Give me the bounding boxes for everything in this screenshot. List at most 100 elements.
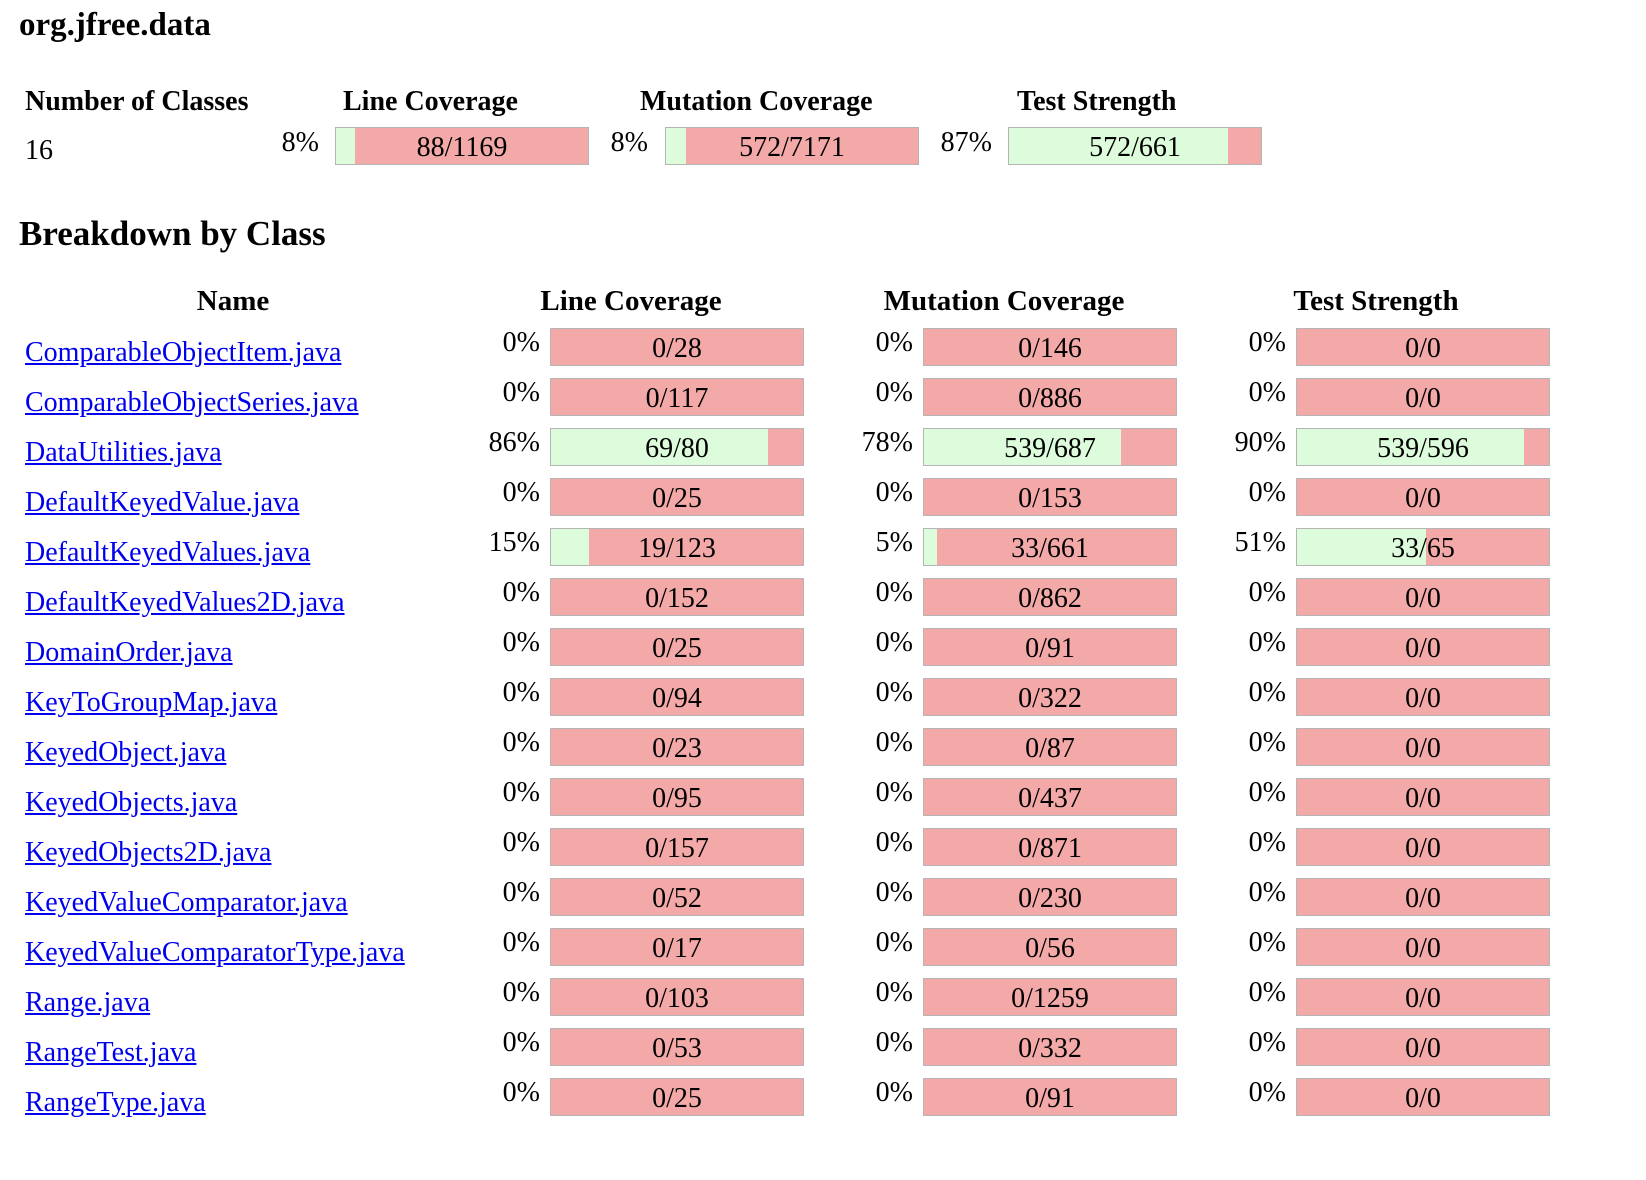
line-ratio: 0/157 — [645, 833, 709, 864]
line-ratio: 0/95 — [652, 783, 702, 814]
line-coverage-bar: 0/52 — [550, 878, 804, 916]
mutation-ratio: 0/332 — [1018, 1033, 1082, 1064]
strength-percent: 0% — [1248, 1077, 1286, 1108]
strength-percent: 0% — [1248, 327, 1286, 358]
class-link[interactable]: DefaultKeyedValue.java — [25, 487, 300, 518]
mutation-percent: 0% — [875, 927, 913, 958]
mutation-ratio: 0/91 — [1025, 633, 1075, 664]
strength-percent: 0% — [1248, 827, 1286, 858]
strength-percent: 0% — [1248, 877, 1286, 908]
class-link[interactable]: KeyedObjects2D.java — [25, 837, 272, 868]
strength-coverage-bar: 0/0 — [1296, 478, 1550, 516]
strength-coverage-bar: 0/0 — [1296, 328, 1550, 366]
mutation-percent: 0% — [875, 327, 913, 358]
mutation-percent: 0% — [875, 1027, 913, 1058]
line-coverage-bar: 0/157 — [550, 828, 804, 866]
summary-strength-bar: 572/661 — [1008, 127, 1262, 165]
strength-coverage-bar: 0/0 — [1296, 378, 1550, 416]
class-link[interactable]: RangeTest.java — [25, 1037, 197, 1068]
column-header-mutation: Mutation Coverage — [883, 285, 1125, 317]
table-row: DomainOrder.java 0% 0/25 0% 0/91 0% 0/0 — [0, 628, 1646, 678]
line-percent: 15% — [488, 527, 540, 558]
summary-line-bar: 88/1169 — [335, 127, 589, 165]
mutation-ratio: 0/862 — [1018, 583, 1082, 614]
table-row: DefaultKeyedValues.java 15% 19/123 5% 33/661… — [0, 528, 1646, 578]
line-percent: 0% — [502, 1027, 540, 1058]
line-ratio: 0/23 — [652, 733, 702, 764]
class-link[interactable]: RangeType.java — [25, 1087, 206, 1118]
strength-coverage-bar: 0/0 — [1296, 1028, 1550, 1066]
line-percent: 0% — [502, 877, 540, 908]
strength-percent: 0% — [1248, 777, 1286, 808]
mutation-ratio: 0/437 — [1018, 783, 1082, 814]
strength-ratio: 0/0 — [1405, 483, 1441, 514]
table-row: KeyedObjects2D.java 0% 0/157 0% 0/871 0% 0/0 — [0, 828, 1646, 878]
class-link[interactable]: KeyToGroupMap.java — [25, 687, 278, 718]
mutation-coverage-bar: 0/56 — [923, 928, 1177, 966]
line-coverage-bar: 0/25 — [550, 628, 804, 666]
class-link[interactable]: KeyedObject.java — [25, 737, 227, 768]
line-coverage-bar: 69/80 — [550, 428, 804, 466]
mutation-ratio: 539/687 — [1004, 433, 1096, 464]
mutation-coverage-bar: 0/332 — [923, 1028, 1177, 1066]
summary-strength-percent: 87% — [940, 127, 992, 158]
mutation-coverage-fill — [924, 529, 937, 565]
breakdown-title: Breakdown by Class — [19, 214, 326, 253]
table-row: ComparableObjectSeries.java 0% 0/117 0% 0/88… — [0, 378, 1646, 428]
line-ratio: 0/25 — [652, 483, 702, 514]
line-ratio: 19/123 — [638, 533, 716, 564]
line-ratio: 0/28 — [652, 333, 702, 364]
class-link[interactable]: DomainOrder.java — [25, 637, 233, 668]
strength-ratio: 0/0 — [1405, 1083, 1441, 1114]
table-row: DataUtilities.java 86% 69/80 78% 539/687 90% 5… — [0, 428, 1646, 478]
strength-percent: 0% — [1248, 977, 1286, 1008]
class-link[interactable]: KeyedObjects.java — [25, 787, 238, 818]
class-link[interactable]: DefaultKeyedValues.java — [25, 537, 311, 568]
strength-ratio: 0/0 — [1405, 1033, 1441, 1064]
mutation-ratio: 0/230 — [1018, 883, 1082, 914]
strength-ratio: 0/0 — [1405, 583, 1441, 614]
line-coverage-bar: 0/103 — [550, 978, 804, 1016]
table-row: DefaultKeyedValue.java 0% 0/25 0% 0/153 0% 0/0 — [0, 478, 1646, 528]
line-percent: 0% — [502, 327, 540, 358]
summary-mutation-percent: 8% — [610, 127, 648, 158]
line-ratio: 69/80 — [645, 433, 709, 464]
class-link[interactable]: ComparableObjectItem.java — [25, 337, 342, 368]
line-ratio: 0/117 — [645, 383, 709, 414]
class-link[interactable]: KeyedValueComparator.java — [25, 887, 348, 918]
strength-coverage-bar: 0/0 — [1296, 978, 1550, 1016]
line-percent: 0% — [502, 927, 540, 958]
table-row: DefaultKeyedValues2D.java 0% 0/152 0% 0/862 0… — [0, 578, 1646, 628]
strength-coverage-bar: 539/596 — [1296, 428, 1550, 466]
class-link[interactable]: Range.java — [25, 987, 151, 1018]
strength-coverage-fill — [1297, 429, 1524, 465]
strength-ratio: 0/0 — [1405, 333, 1441, 364]
mutation-ratio: 0/56 — [1025, 933, 1075, 964]
class-link[interactable]: DefaultKeyedValues2D.java — [25, 587, 345, 618]
table-row: Range.java 0% 0/103 0% 0/1259 0% 0/0 — [0, 978, 1646, 1028]
mutation-coverage-bar: 539/687 — [923, 428, 1177, 466]
line-percent: 0% — [502, 1077, 540, 1108]
line-coverage-bar: 0/23 — [550, 728, 804, 766]
mutation-coverage-bar: 0/886 — [923, 378, 1177, 416]
strength-percent: 0% — [1248, 727, 1286, 758]
strength-percent: 51% — [1234, 527, 1286, 558]
strength-ratio: 0/0 — [1405, 383, 1441, 414]
class-link[interactable]: ComparableObjectSeries.java — [25, 387, 359, 418]
line-percent: 0% — [502, 477, 540, 508]
mutation-ratio: 33/661 — [1011, 533, 1089, 564]
class-link[interactable]: DataUtilities.java — [25, 437, 222, 468]
mutation-ratio: 0/91 — [1025, 1083, 1075, 1114]
column-header-name: Name — [196, 285, 270, 317]
table-row: KeyedValueComparatorType.java 0% 0/17 0% 0/5… — [0, 928, 1646, 978]
mutation-percent: 0% — [875, 727, 913, 758]
line-percent: 0% — [502, 677, 540, 708]
strength-ratio: 539/596 — [1377, 433, 1469, 464]
strength-coverage-fill — [1297, 529, 1426, 565]
strength-coverage-bar: 33/65 — [1296, 528, 1550, 566]
table-row: KeyedObjects.java 0% 0/95 0% 0/437 0% 0/0 — [0, 778, 1646, 828]
class-link[interactable]: KeyedValueComparatorType.java — [25, 937, 405, 968]
summary-header-line: Line Coverage — [343, 86, 518, 117]
strength-ratio: 0/0 — [1405, 933, 1441, 964]
